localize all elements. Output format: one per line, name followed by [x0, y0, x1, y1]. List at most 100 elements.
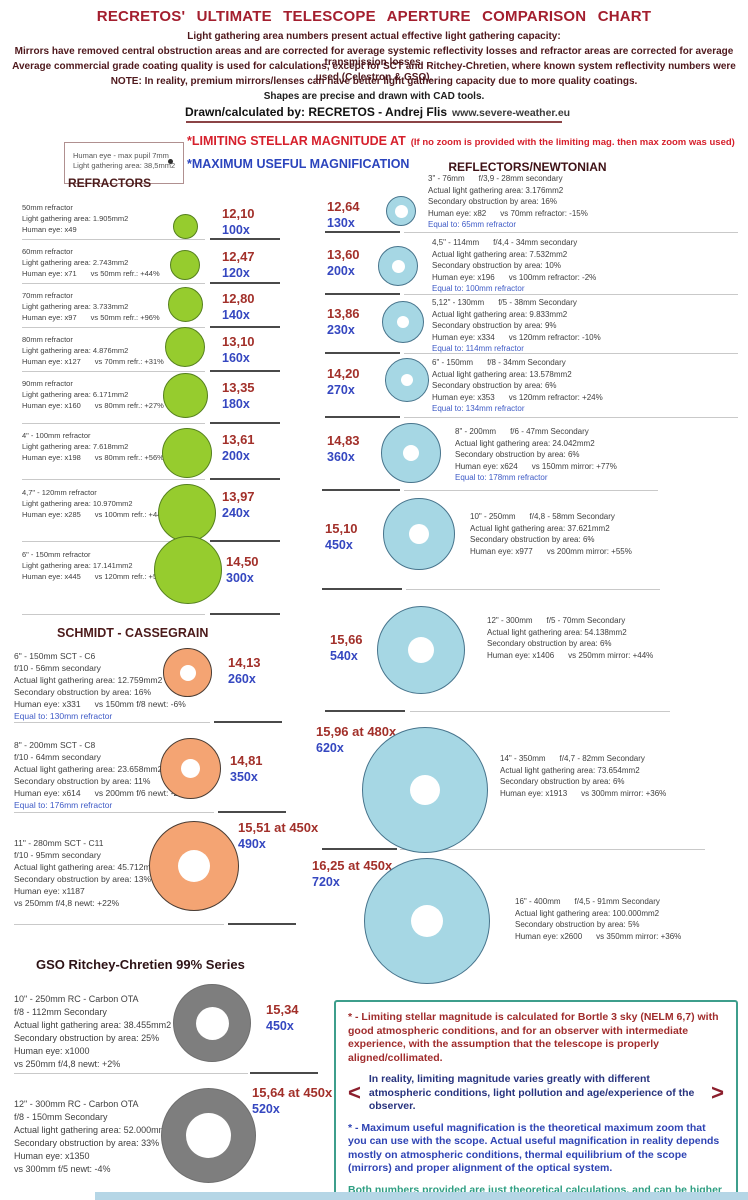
scope-area: Actual light gathering area: 9.833mm2: [432, 309, 568, 319]
scope-area: Actual light gathering area: 54.138mm2: [487, 627, 627, 637]
sct-entry: 11" - 280mm SCT - C11 f/10 - 95mm second…: [14, 837, 214, 909]
secondary-obstruction-hole: [186, 1113, 231, 1158]
max-magnification: 130x: [327, 216, 355, 230]
human-eye-box: Human eye - max pupil 7mm Light gatherin…: [64, 142, 184, 184]
mag-box: 15,10 450x: [325, 521, 358, 553]
divider: [22, 479, 205, 480]
scope-title: 12" - 300mm: [487, 616, 533, 625]
scope-obstruction: Secondary obstruction by area: 10%: [432, 261, 561, 270]
mag-box: 15,96 at 480x 620x: [316, 724, 396, 756]
scope-vs: vs 200mm f/6 newt: -2%: [94, 788, 186, 798]
scope-area: Actual light gathering area: 13.578mm2: [432, 369, 572, 379]
divider: [406, 589, 660, 590]
reflector-entry: 12" - 300mm f/5 - 70mm Secondary Actual l…: [487, 615, 748, 661]
scope-obstruction: Secondary obstruction by area: 11%: [14, 776, 151, 786]
divider: [14, 924, 224, 925]
scope-eye: Human eye: x1187: [14, 886, 85, 896]
max-magnification: 270x: [327, 383, 355, 397]
mag-box: 13,86 230x: [327, 306, 360, 338]
scope-vs: vs 300mm mirror: +36%: [581, 788, 667, 798]
divider: [210, 478, 280, 480]
scope-vs: vs 250mm f/4,8 newt: +2%: [14, 1059, 121, 1069]
max-magnification: 160x: [222, 351, 250, 365]
scope-name: 6" - 150mm refractor: [22, 550, 91, 559]
scope-eye-line: Human eye: x285 vs 100mm refr.: +44%: [22, 509, 187, 520]
scope-eye-line: Human eye: x614 vs 200mm f/6 newt: -2%: [14, 787, 214, 799]
scope-title: 5,12" - 130mm: [432, 298, 485, 307]
aperture-circle: [160, 738, 221, 799]
scope-title-line: 16" - 400mm f/4,5 - 91mm Secondary: [515, 896, 748, 908]
divider: [325, 710, 405, 712]
mag-box: 15,51 at 450x 490x: [238, 820, 318, 852]
scope-area: Actual light gathering area: 37.621mm2: [470, 523, 610, 533]
scope-equal: Equal to: 114mm refractor: [432, 344, 524, 353]
aperture-circle: [154, 536, 222, 604]
human-eye-dot: [168, 159, 173, 164]
scope-vs: vs 300mm f/5 newt: -4%: [14, 1164, 111, 1174]
scope-area: Actual light gathering area: 73.654mm2: [500, 765, 640, 775]
scope-vs: vs 100mm refr.: +44%: [94, 510, 168, 519]
scope-area: Light gathering area: 17.141mm2: [22, 561, 133, 570]
scope-eye: Human eye: x353: [432, 392, 495, 402]
max-magnification: 350x: [230, 770, 258, 784]
divider: [22, 327, 205, 328]
website-link[interactable]: www.severe-weather.eu: [452, 107, 571, 119]
scope-vs: vs 120mm refr.: +56%: [94, 572, 168, 581]
max-magnification: 520x: [252, 1102, 280, 1116]
max-magnification: 230x: [327, 323, 355, 337]
scope-obstruction: Secondary obstruction by area: 16%: [14, 687, 152, 697]
scope-eye-line: Human eye: x127 vs 70mm refr.: +31%: [22, 356, 187, 367]
reflector-entry: 3" - 76mm f/3,9 - 28mm secondary Actual l…: [428, 173, 693, 231]
scope-equal: Equal to: 65mm refractor: [428, 220, 517, 229]
limiting-magnitude: 14,50: [226, 554, 259, 569]
rc-heading: GSO Ritchey-Chretien 99% Series: [36, 957, 245, 972]
scope-vs: vs 150mm mirror: +77%: [531, 461, 617, 471]
divider: [210, 238, 280, 240]
divider: [404, 490, 658, 491]
mag-box: 12,10 100x: [222, 206, 255, 238]
aperture-circle: [385, 358, 429, 402]
scope-equal: Equal to: 178mm refractor: [455, 473, 548, 482]
divider: [14, 722, 210, 723]
divider: [22, 239, 205, 240]
aperture-circle: [165, 327, 205, 367]
scope-spec: f/10 - 64mm secondary: [14, 752, 101, 762]
scope-vs: vs 80mm refr.: +56%: [94, 453, 164, 462]
scope-title-line: 10" - 250mm f/4,8 - 58mm Secondary: [470, 511, 735, 523]
scope-vs: vs 70mm refr.: +31%: [94, 357, 164, 366]
scope-eye: Human eye: x331: [14, 699, 81, 709]
scope-eye-line: Human eye: x49: [22, 224, 187, 235]
scope-title: 3" - 76mm: [428, 174, 465, 183]
scope-area: Actual light gathering area: 45.712mm2: [14, 862, 163, 872]
scope-eye-line: Human eye: x196 vs 100mm refractor: -2%: [432, 272, 697, 284]
scope-eye: Human eye: x198: [22, 453, 81, 462]
divider: [22, 541, 205, 542]
scope-vs: vs 80mm refr.: +27%: [94, 401, 164, 410]
secondary-obstruction-hole: [401, 374, 413, 386]
scope-vs: vs 50mm refr.: +44%: [90, 269, 160, 278]
max-magnification: 120x: [222, 266, 250, 280]
max-magnification: 200x: [327, 264, 355, 278]
divider: [14, 812, 214, 813]
scope-vs: vs 200mm mirror: +55%: [546, 546, 632, 556]
limiting-magnitude: 14,20: [327, 366, 360, 381]
scope-spec: f/10 - 56mm secondary: [14, 663, 101, 673]
divider: [404, 353, 738, 354]
sct-entry: 8" - 200mm SCT - C8 f/10 - 64mm secondar…: [14, 739, 214, 811]
scope-title: 6" - 150mm SCT - C6: [14, 651, 96, 661]
max-magnification: 240x: [222, 506, 250, 520]
aperture-circle: [386, 196, 416, 226]
scope-eye-line: Human eye: x1406 vs 250mm mirror: +44%: [487, 650, 748, 662]
scope-eye: Human eye: x285: [22, 510, 81, 519]
scope-spec: f/8 - 34mm Secondary: [487, 358, 566, 367]
scope-area: Actual light gathering area: 38.455mm2: [14, 1020, 172, 1030]
limiting-label-text: *LIMITING STELLAR MAGNITUDE AT: [187, 134, 406, 148]
limiting-magnitude: 15,34: [266, 1002, 299, 1017]
mag-box: 14,50 300x: [226, 554, 259, 586]
scope-area: Actual light gathering area: 3.176mm2: [428, 185, 564, 195]
limiting-magnitude: 13,86: [327, 306, 360, 321]
max-magnification: 620x: [316, 741, 344, 755]
scope-eye: Human eye: x334: [432, 332, 495, 342]
scope-vs: vs 250mm mirror: +44%: [568, 650, 654, 660]
max-magnification: 260x: [228, 672, 256, 686]
